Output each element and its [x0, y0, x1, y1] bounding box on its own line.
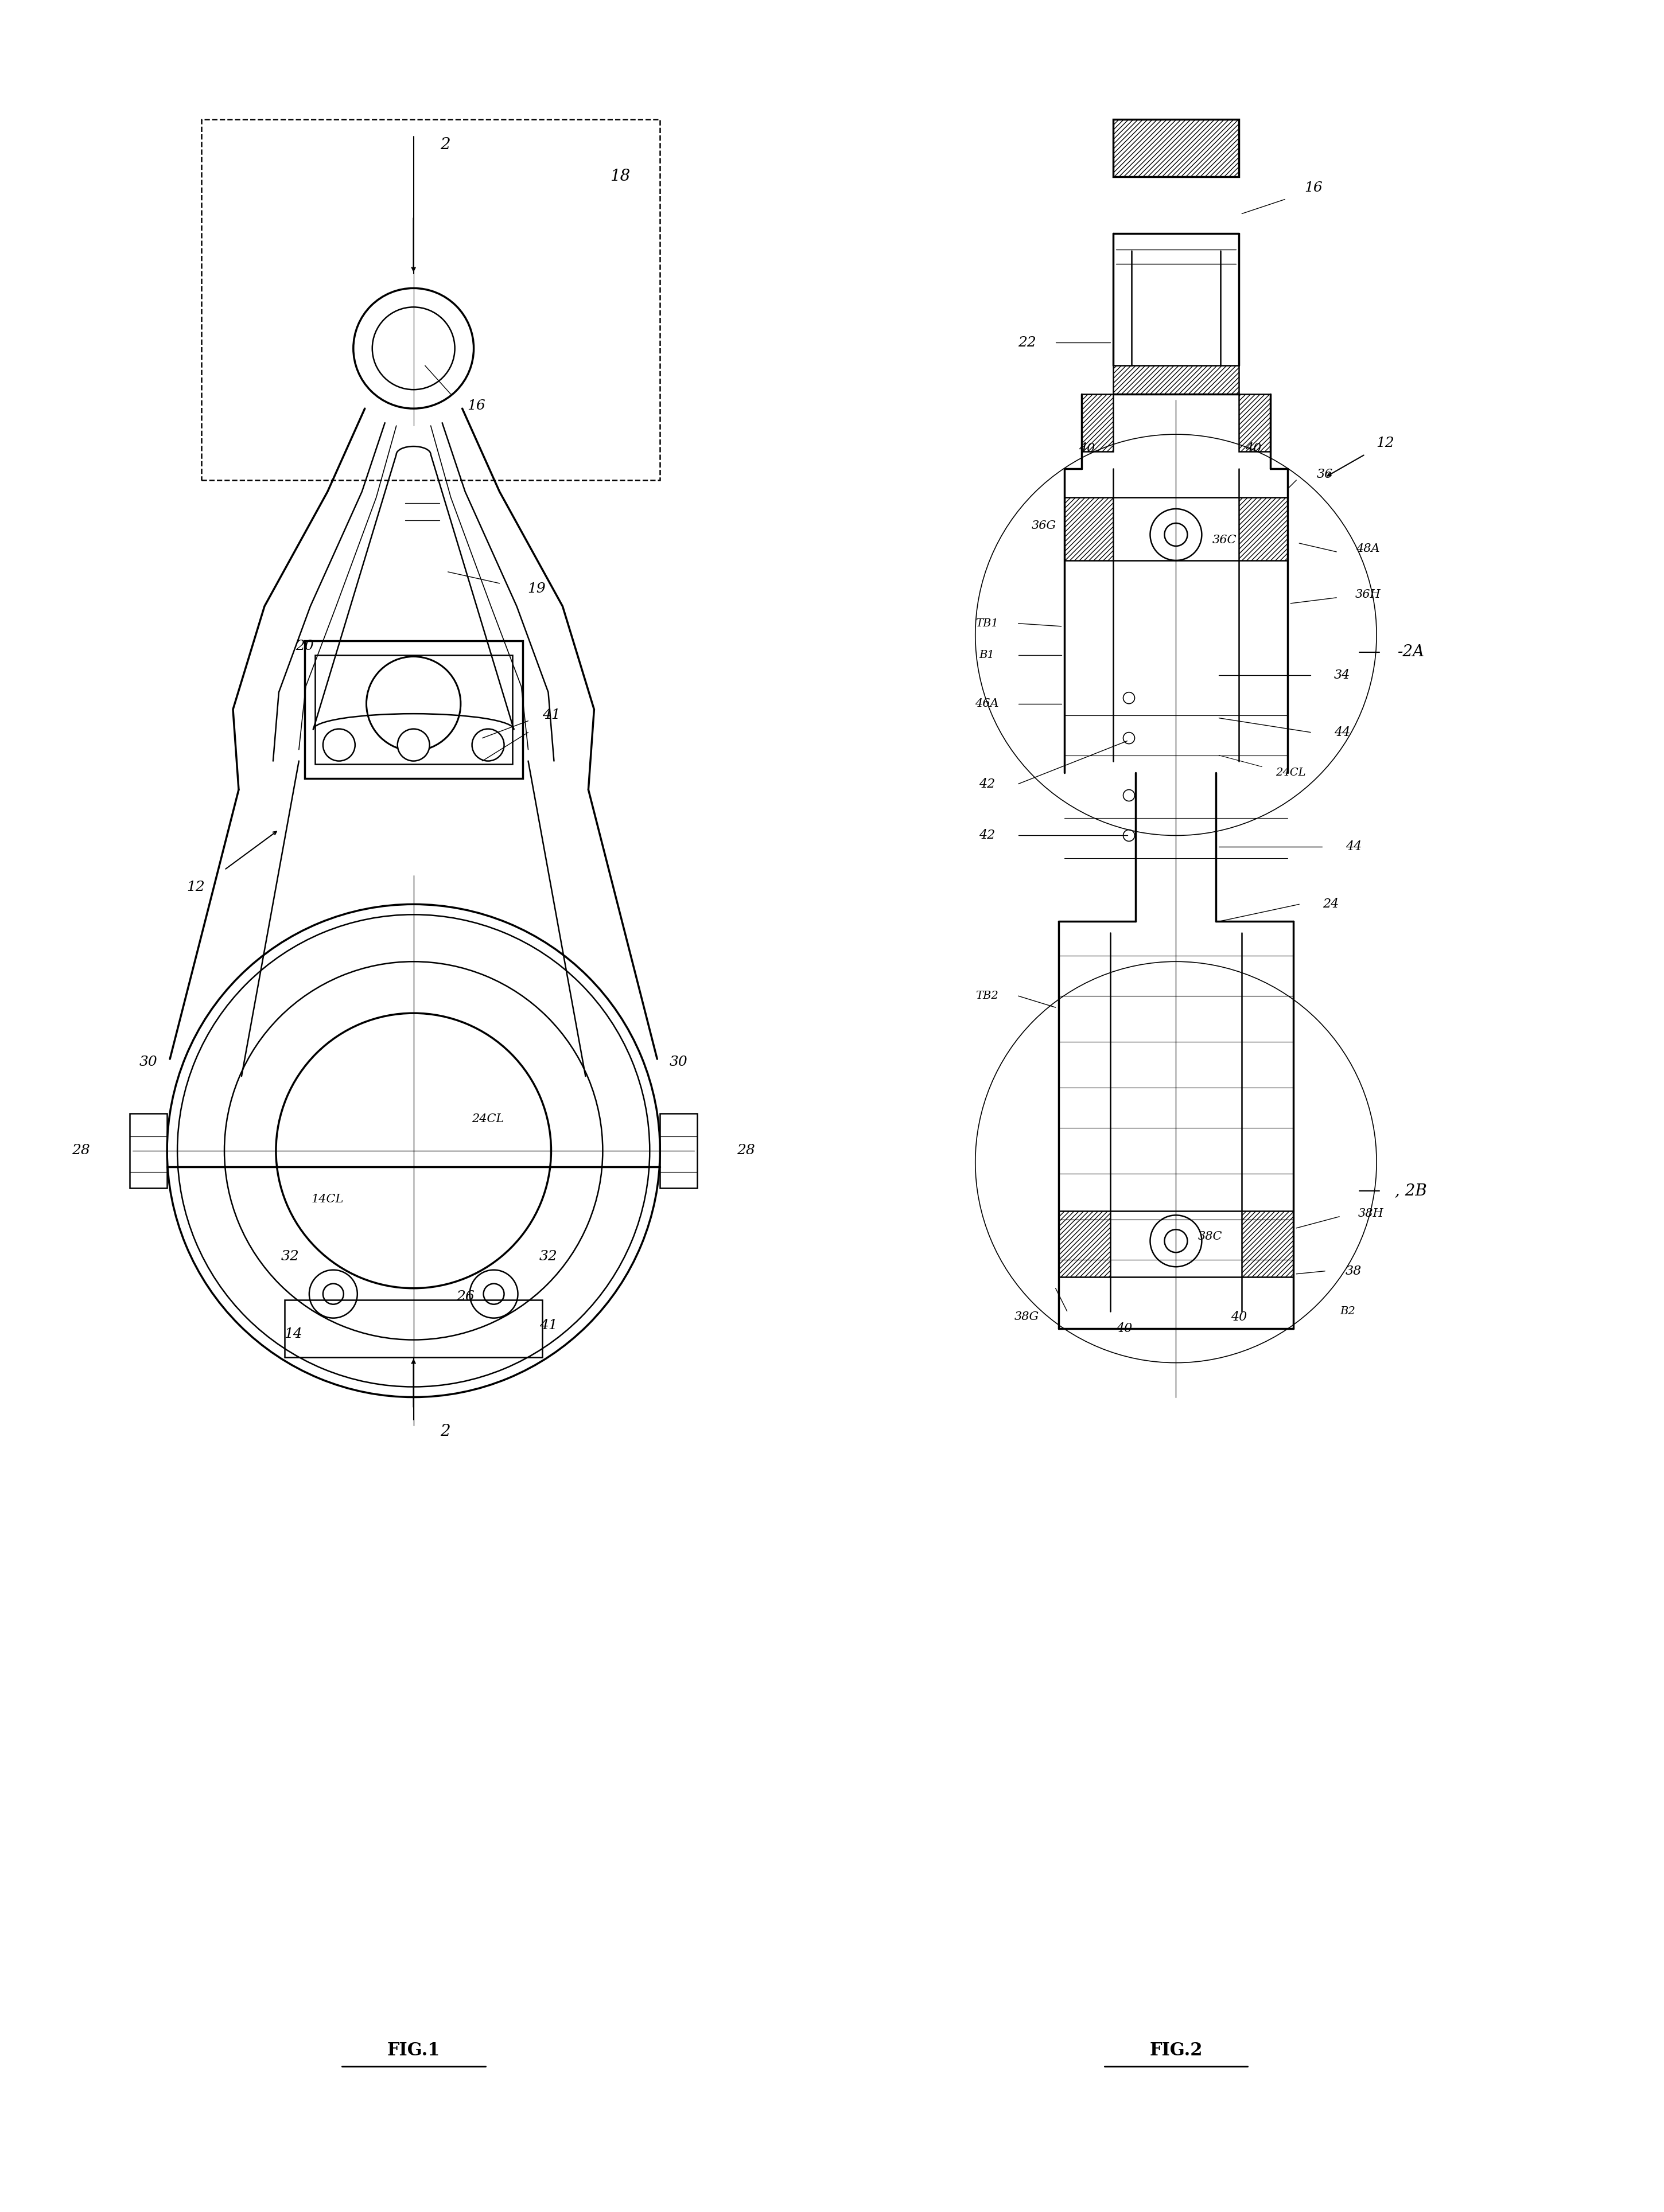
Text: FIG.1: FIG.1	[388, 2042, 439, 2059]
Text: 14: 14	[285, 1327, 303, 1340]
Circle shape	[484, 1283, 504, 1305]
Text: 24: 24	[1323, 898, 1340, 911]
Text: 40: 40	[1245, 442, 1261, 456]
Bar	[1240, 394, 1271, 451]
Text: 36G: 36G	[1032, 520, 1057, 531]
Text: 36C: 36C	[1213, 535, 1236, 546]
Text: TB2: TB2	[975, 991, 998, 1002]
Bar	[305, 641, 522, 779]
Text: 28: 28	[737, 1144, 755, 1157]
Text: 38H: 38H	[1358, 1208, 1384, 1219]
Text: 30: 30	[669, 1055, 687, 1068]
Text: 46A: 46A	[975, 699, 998, 710]
Text: 42: 42	[978, 779, 995, 790]
Circle shape	[323, 730, 354, 761]
Text: 38C: 38C	[1198, 1232, 1223, 1243]
Circle shape	[473, 730, 504, 761]
Bar	[1113, 365, 1240, 394]
Text: 12: 12	[186, 880, 205, 894]
Text: 34: 34	[1335, 668, 1350, 681]
Text: 22: 22	[1018, 336, 1037, 349]
Bar	[1058, 1210, 1110, 1276]
Text: -2A: -2A	[1398, 644, 1424, 659]
Text: TB1: TB1	[975, 619, 998, 628]
Bar	[201, 119, 661, 480]
Text: 2: 2	[439, 137, 451, 153]
Circle shape	[398, 730, 429, 761]
Text: B2: B2	[1340, 1305, 1356, 1316]
Bar	[1240, 498, 1288, 560]
Text: 40: 40	[1078, 442, 1095, 456]
Text: 19: 19	[527, 582, 546, 595]
Bar	[1241, 1210, 1293, 1276]
Text: 32: 32	[539, 1250, 557, 1263]
Bar	[1113, 119, 1240, 177]
Bar	[130, 1113, 166, 1188]
Text: 16: 16	[468, 398, 486, 411]
Text: 40: 40	[1231, 1310, 1246, 1323]
Text: 41: 41	[539, 1318, 557, 1332]
Text: , 2B: , 2B	[1394, 1183, 1428, 1199]
Text: 18: 18	[609, 168, 631, 184]
Bar	[285, 1301, 542, 1356]
Text: 44: 44	[1335, 726, 1350, 739]
Text: 36H: 36H	[1354, 588, 1381, 599]
Text: 48A: 48A	[1356, 544, 1379, 555]
Bar	[1065, 498, 1113, 560]
Text: 41: 41	[542, 708, 561, 721]
Text: 36: 36	[1316, 469, 1333, 480]
Text: 2: 2	[439, 1425, 451, 1440]
Text: 16: 16	[1305, 181, 1323, 195]
Text: 32: 32	[281, 1250, 300, 1263]
Text: 24CL: 24CL	[1276, 768, 1306, 779]
Text: 28: 28	[72, 1144, 90, 1157]
Text: 38: 38	[1346, 1265, 1361, 1276]
Bar	[1082, 394, 1113, 451]
Text: FIG.2: FIG.2	[1150, 2042, 1203, 2059]
Text: 30: 30	[140, 1055, 158, 1068]
Text: 14CL: 14CL	[311, 1194, 344, 1206]
Text: 12: 12	[1376, 436, 1394, 449]
Text: 44: 44	[1346, 841, 1361, 854]
Bar	[661, 1113, 697, 1188]
Text: 20: 20	[296, 639, 314, 653]
Text: 40: 40	[1117, 1323, 1133, 1334]
Bar	[314, 655, 513, 763]
Text: 24CL: 24CL	[473, 1113, 504, 1124]
Text: 38G: 38G	[1015, 1312, 1040, 1323]
Text: 42: 42	[978, 829, 995, 843]
Text: B1: B1	[978, 650, 995, 659]
Text: 26: 26	[456, 1290, 474, 1303]
Circle shape	[323, 1283, 343, 1305]
